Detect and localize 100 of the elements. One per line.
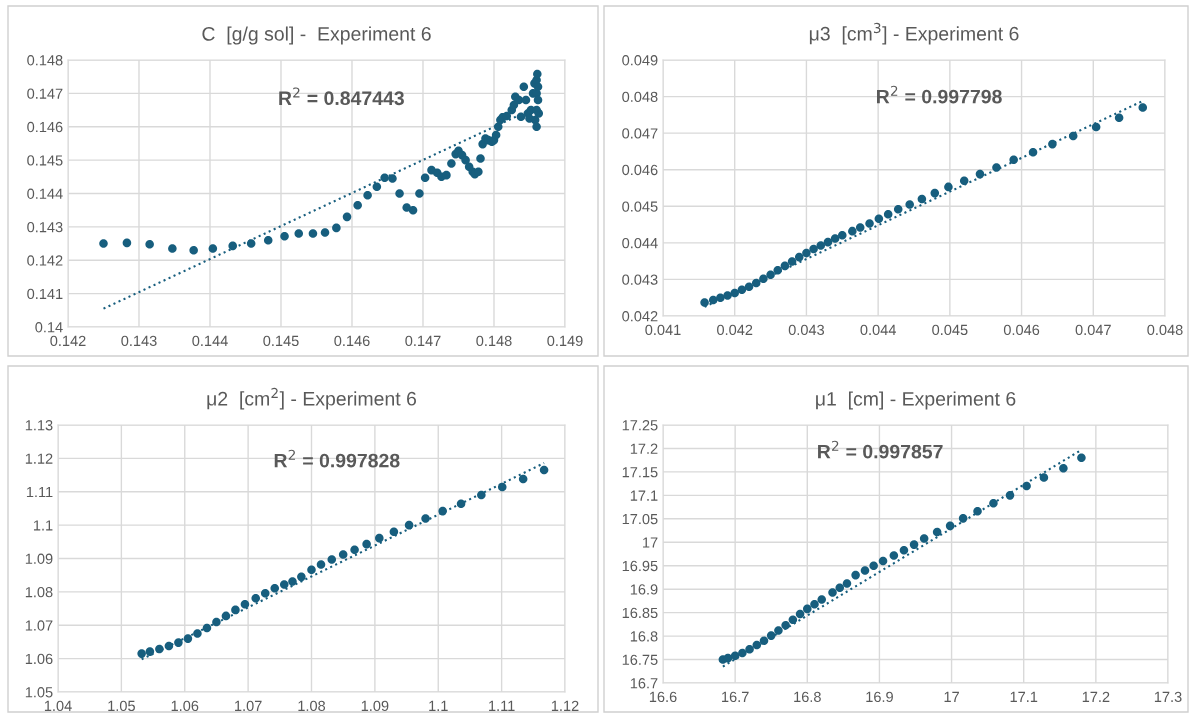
point — [781, 621, 790, 630]
x-tick-label: 0.047 — [1075, 324, 1111, 336]
point — [752, 640, 762, 650]
point — [883, 210, 893, 219]
x-tick-label: 0.044 — [860, 324, 896, 336]
x-tick-label: 1.11 — [489, 700, 515, 711]
y-tick-label: 0.146 — [27, 121, 63, 133]
point — [350, 545, 359, 555]
chart-title: μ3 [cm$^{3}$] - Experiment 6 — [809, 22, 1019, 45]
x-tick-label: 16.9 — [866, 691, 893, 703]
chart-title: μ1 [cm] - Experiment 6 — [816, 391, 1016, 410]
point — [744, 282, 754, 292]
point — [751, 278, 761, 288]
y-tick-label: 1.12 — [25, 453, 53, 464]
y-tick-label: 0.042 — [622, 311, 658, 322]
point — [539, 465, 549, 475]
x-tick-label: 0.144 — [192, 335, 228, 347]
x-tick-label: 0.043 — [788, 324, 825, 336]
y-tick-label: 16.95 — [622, 560, 658, 572]
point — [851, 570, 860, 580]
point — [878, 556, 888, 566]
point — [835, 583, 845, 593]
x-tick-label: 17.2 — [1082, 691, 1110, 702]
annotation: R$^{2}$ = 0.997828 — [274, 449, 400, 468]
point — [1022, 481, 1031, 491]
point — [932, 527, 942, 537]
point — [874, 214, 884, 223]
y-tick-label: 0.141 — [27, 288, 63, 300]
point — [889, 551, 899, 560]
point — [231, 605, 240, 615]
x-tick-label: 1.09 — [361, 700, 389, 712]
y-tick-label: 17.05 — [622, 513, 658, 525]
x-tick-label: 0.045 — [932, 324, 968, 336]
x-tick-label: 0.142 — [50, 335, 86, 347]
point — [809, 244, 818, 254]
x-tick-label: 0.046 — [1003, 324, 1040, 336]
x-tick-label: 0.145 — [263, 335, 299, 347]
point — [193, 629, 202, 638]
point — [787, 257, 797, 266]
point — [944, 182, 953, 192]
point — [992, 163, 1001, 172]
point — [221, 611, 231, 621]
y-tick-label: 17.15 — [622, 467, 658, 478]
point — [745, 644, 754, 654]
point — [421, 514, 430, 523]
point — [909, 540, 919, 549]
point — [975, 169, 985, 179]
point — [759, 636, 769, 646]
point — [1138, 103, 1148, 112]
point — [240, 599, 250, 609]
point — [788, 615, 798, 624]
x-tick-label: 17.1 — [1010, 691, 1038, 702]
y-tick-label: 16.8 — [630, 631, 658, 642]
x-tick-label: 1.05 — [108, 700, 135, 712]
point — [1028, 147, 1038, 157]
point — [842, 579, 852, 588]
point — [1009, 155, 1018, 165]
point — [456, 499, 466, 509]
y-tick-label: 0.049 — [622, 55, 658, 66]
point — [766, 270, 775, 279]
point — [1039, 473, 1049, 482]
point — [919, 534, 929, 543]
annotation: R$^{2}$ = 0.997857 — [818, 440, 943, 459]
point — [823, 237, 833, 247]
point — [794, 252, 804, 262]
y-tick-label: 0.045 — [622, 201, 658, 212]
x-tick-label: 1.06 — [171, 700, 199, 712]
point — [1077, 453, 1086, 463]
chart-title: C [g/g sol] - Experiment 6 — [202, 26, 431, 45]
point — [802, 248, 811, 258]
y-tick-label: 16.75 — [622, 654, 658, 665]
point — [155, 644, 164, 654]
point — [828, 588, 837, 597]
x-tick-label: 0.048 — [1147, 324, 1183, 336]
point — [260, 588, 270, 598]
point — [723, 291, 732, 300]
point — [848, 226, 857, 236]
y-tick-label: 1.06 — [25, 653, 53, 665]
point — [518, 474, 528, 484]
point — [297, 572, 306, 582]
x-tick-label: 16.8 — [794, 691, 821, 703]
y-tick-label: 17.25 — [622, 420, 658, 431]
y-tick-label: 16.7 — [630, 678, 658, 689]
point — [438, 506, 447, 516]
point — [945, 521, 955, 531]
point — [795, 609, 805, 619]
point — [973, 507, 982, 516]
point — [716, 293, 725, 302]
x-tick-label: 1.12 — [551, 700, 579, 711]
x-tick-label: 17 — [944, 691, 959, 702]
y-tick-label: 17.2 — [630, 443, 658, 454]
y-tick-label: 0.148 — [27, 55, 63, 66]
point — [959, 176, 969, 185]
point — [251, 593, 261, 603]
point — [759, 274, 768, 283]
x-tick-label: 0.148 — [476, 335, 512, 347]
point — [497, 482, 507, 492]
point — [958, 514, 968, 523]
point — [899, 545, 909, 555]
point — [930, 188, 940, 198]
